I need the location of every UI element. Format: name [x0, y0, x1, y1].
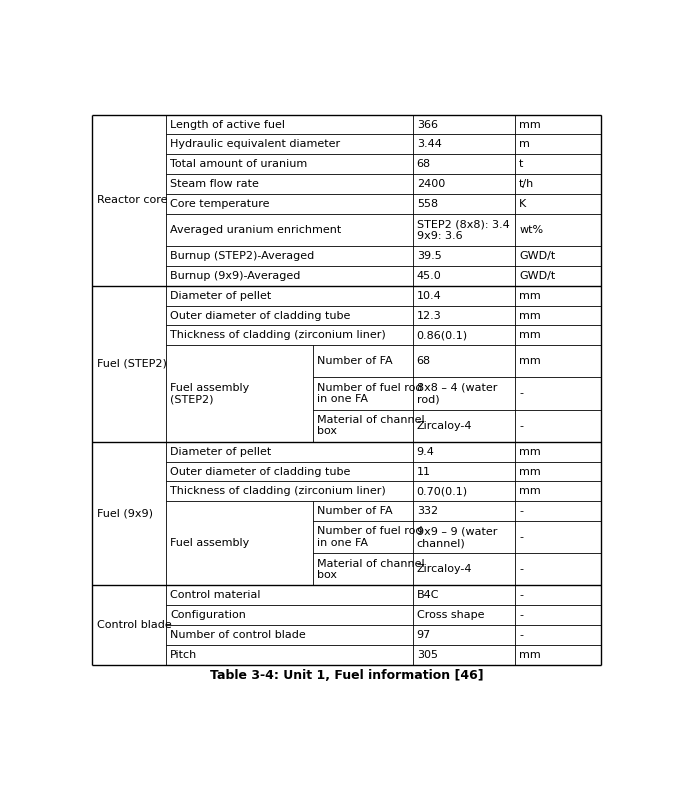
Text: m: m [519, 139, 530, 150]
Text: mm: mm [519, 331, 541, 340]
Text: mm: mm [519, 311, 541, 320]
Text: Number of control blade: Number of control blade [170, 630, 306, 640]
Text: 97: 97 [417, 630, 431, 640]
Text: 0.86(0.1): 0.86(0.1) [417, 331, 468, 340]
Text: GWD/t: GWD/t [519, 271, 555, 281]
Text: -: - [519, 388, 523, 399]
Text: Zircaloy-4: Zircaloy-4 [417, 565, 473, 574]
Text: Zircaloy-4: Zircaloy-4 [417, 421, 473, 431]
Text: mm: mm [519, 486, 541, 497]
Text: Outer diameter of cladding tube: Outer diameter of cladding tube [170, 311, 351, 320]
Text: mm: mm [519, 356, 541, 366]
Text: 8x8 – 4 (water
rod): 8x8 – 4 (water rod) [417, 383, 497, 405]
Text: Length of active fuel: Length of active fuel [170, 119, 285, 130]
Text: Number of FA: Number of FA [317, 506, 393, 516]
Text: Steam flow rate: Steam flow rate [170, 179, 259, 189]
Text: Cross shape: Cross shape [417, 610, 484, 620]
Text: Fuel assembly
(STEP2): Fuel assembly (STEP2) [170, 383, 249, 405]
Text: 0.70(0.1): 0.70(0.1) [417, 486, 468, 497]
Text: 3.44: 3.44 [417, 139, 441, 150]
Text: 9x9 – 9 (water
channel): 9x9 – 9 (water channel) [417, 526, 497, 548]
Text: Hydraulic equivalent diameter: Hydraulic equivalent diameter [170, 139, 341, 150]
Text: Diameter of pellet: Diameter of pellet [170, 291, 271, 300]
Text: Core temperature: Core temperature [170, 199, 269, 209]
Text: GWD/t: GWD/t [519, 251, 555, 261]
Text: -: - [519, 421, 523, 431]
Text: t/h: t/h [519, 179, 534, 189]
Text: B4C: B4C [417, 590, 439, 600]
Text: 11: 11 [417, 466, 431, 477]
Text: K: K [519, 199, 526, 209]
Text: 2400: 2400 [417, 179, 445, 189]
Text: Material of channel
box: Material of channel box [317, 558, 424, 580]
Text: 39.5: 39.5 [417, 251, 441, 261]
Text: t: t [519, 159, 523, 169]
Text: mm: mm [519, 447, 541, 457]
Text: Number of FA: Number of FA [317, 356, 393, 366]
Text: Thickness of cladding (zirconium liner): Thickness of cladding (zirconium liner) [170, 486, 386, 497]
Text: Outer diameter of cladding tube: Outer diameter of cladding tube [170, 466, 351, 477]
Text: Fuel (STEP2): Fuel (STEP2) [97, 359, 167, 368]
Text: Pitch: Pitch [170, 650, 198, 660]
Text: Fuel (9x9): Fuel (9x9) [97, 509, 153, 518]
Text: wt%: wt% [519, 225, 543, 235]
Text: 305: 305 [417, 650, 438, 660]
Text: -: - [519, 590, 523, 600]
Text: 9.4: 9.4 [417, 447, 435, 457]
Text: 68: 68 [417, 159, 431, 169]
Text: mm: mm [519, 650, 541, 660]
Text: 366: 366 [417, 119, 438, 130]
Text: -: - [519, 610, 523, 620]
Text: Control blade: Control blade [97, 620, 171, 630]
Text: 45.0: 45.0 [417, 271, 441, 281]
Text: Burnup (STEP2)-Averaged: Burnup (STEP2)-Averaged [170, 251, 314, 261]
Text: -: - [519, 532, 523, 542]
Text: -: - [519, 630, 523, 640]
Text: Material of channel
box: Material of channel box [317, 415, 424, 437]
Text: Thickness of cladding (zirconium liner): Thickness of cladding (zirconium liner) [170, 331, 386, 340]
Text: Configuration: Configuration [170, 610, 246, 620]
Text: 68: 68 [417, 356, 431, 366]
Text: mm: mm [519, 291, 541, 300]
Text: Burnup (9x9)-Averaged: Burnup (9x9)-Averaged [170, 271, 301, 281]
Text: 558: 558 [417, 199, 438, 209]
Text: -: - [519, 565, 523, 574]
Text: Diameter of pellet: Diameter of pellet [170, 447, 271, 457]
Text: Total amount of uranium: Total amount of uranium [170, 159, 307, 169]
Text: Number of fuel rod
in one FA: Number of fuel rod in one FA [317, 383, 422, 405]
Text: -: - [519, 506, 523, 516]
Text: mm: mm [519, 466, 541, 477]
Text: Number of fuel rod
in one FA: Number of fuel rod in one FA [317, 526, 422, 548]
Text: Control material: Control material [170, 590, 261, 600]
Text: 12.3: 12.3 [417, 311, 441, 320]
Text: STEP2 (8x8): 3.4
9x9: 3.6: STEP2 (8x8): 3.4 9x9: 3.6 [417, 219, 510, 241]
Text: 332: 332 [417, 506, 438, 516]
Text: Averaged uranium enrichment: Averaged uranium enrichment [170, 225, 341, 235]
Text: Table 3-4: Unit 1, Fuel information [46]: Table 3-4: Unit 1, Fuel information [46] [210, 669, 484, 682]
Text: mm: mm [519, 119, 541, 130]
Text: 10.4: 10.4 [417, 291, 441, 300]
Text: Fuel assembly: Fuel assembly [170, 538, 249, 549]
Text: Reactor core: Reactor core [97, 195, 167, 205]
